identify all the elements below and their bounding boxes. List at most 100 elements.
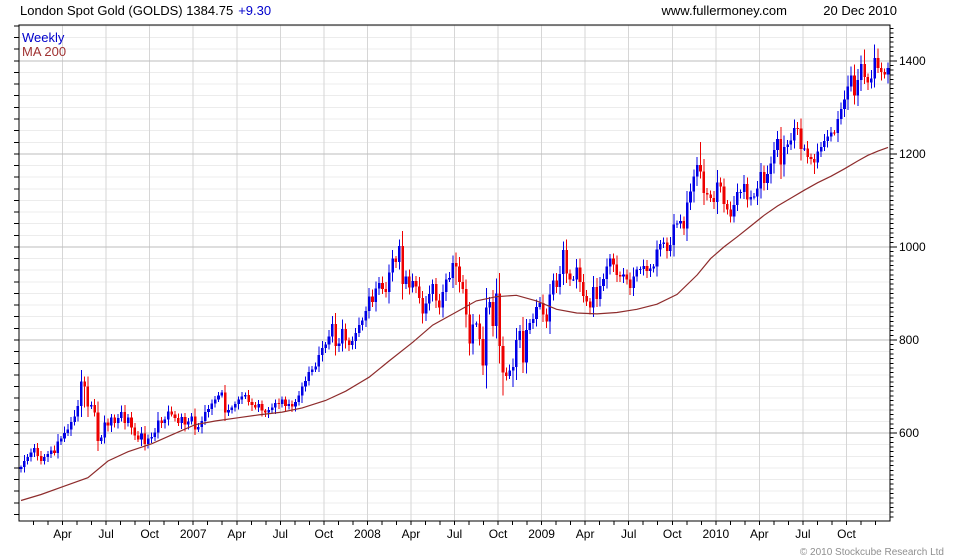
x-axis-label: Apr bbox=[227, 527, 246, 541]
candle-body-up bbox=[140, 433, 143, 440]
candle-body-up bbox=[518, 331, 522, 341]
candle-body-down bbox=[136, 435, 140, 440]
candle-body-up bbox=[759, 172, 763, 189]
candle-body-down bbox=[384, 288, 388, 293]
candle-body-up bbox=[46, 453, 50, 457]
candle-body-down bbox=[799, 128, 803, 149]
candle-body-up bbox=[166, 411, 170, 420]
candle-body-up bbox=[49, 450, 53, 454]
candle-body-up bbox=[354, 333, 358, 341]
candle-body-up bbox=[675, 223, 679, 225]
candle-body-up bbox=[689, 191, 692, 203]
candle-body-down bbox=[254, 405, 257, 408]
candle-body-up bbox=[756, 188, 759, 197]
candle-body-up bbox=[695, 165, 699, 177]
candle-body-up bbox=[592, 286, 595, 308]
candle-body-down bbox=[133, 427, 137, 436]
x-axis-label: Jul bbox=[273, 527, 288, 541]
candle-body-up bbox=[59, 438, 63, 442]
candle-body-up bbox=[23, 460, 26, 468]
candle-body-down bbox=[645, 266, 649, 272]
candle-body-up bbox=[485, 307, 488, 366]
candle-body-up bbox=[304, 380, 307, 387]
candle-body-up bbox=[213, 399, 217, 404]
candle-body-down bbox=[809, 157, 813, 160]
candle-body-down bbox=[260, 404, 264, 411]
x-axis-label: Oct bbox=[315, 527, 334, 541]
candle-body-down bbox=[464, 288, 468, 315]
candle-body-up bbox=[538, 303, 542, 307]
candle-body-up bbox=[652, 266, 655, 269]
candle-body-up bbox=[869, 78, 873, 83]
candle-body-up bbox=[856, 79, 860, 96]
candle-body-up bbox=[397, 246, 401, 262]
candle-body-down bbox=[699, 165, 702, 172]
candle-body-down bbox=[160, 420, 163, 423]
candle-body-down bbox=[264, 410, 267, 413]
candle-body-up bbox=[116, 418, 120, 423]
candle-body-up bbox=[361, 320, 364, 326]
candle-body-up bbox=[548, 294, 552, 322]
candle-body-down bbox=[96, 412, 100, 441]
candle-body-down bbox=[290, 404, 294, 407]
candle-body-down bbox=[565, 250, 568, 274]
candle-body-down bbox=[478, 323, 481, 340]
candle-body-up bbox=[274, 402, 277, 408]
candle-body-down bbox=[454, 262, 458, 267]
candle-body-up bbox=[441, 292, 445, 308]
candle-body-down bbox=[344, 328, 348, 341]
candle-body-up bbox=[19, 467, 23, 469]
candle-body-up bbox=[635, 269, 639, 277]
candle-body-down bbox=[880, 67, 883, 72]
candle-body-down bbox=[762, 172, 766, 184]
candle-body-up bbox=[535, 306, 538, 320]
vertical-gridlines bbox=[62, 25, 847, 521]
candle-body-down bbox=[83, 381, 86, 387]
candle-body-down bbox=[93, 405, 96, 413]
candle-body-up bbox=[63, 433, 66, 439]
x-axis-label: Oct bbox=[663, 527, 682, 541]
candle-body-up bbox=[233, 404, 237, 408]
candle-body-up bbox=[351, 340, 354, 346]
candle-body-up bbox=[843, 99, 846, 110]
candle-body-up bbox=[632, 276, 635, 288]
candle-body-down bbox=[458, 266, 461, 282]
candle-body-down bbox=[183, 416, 187, 425]
candle-body-up bbox=[317, 354, 321, 367]
candle-body-up bbox=[431, 284, 435, 294]
candle-body-up bbox=[150, 436, 153, 439]
candle-body-down bbox=[628, 279, 632, 288]
candle-body-down bbox=[705, 192, 709, 195]
candle-body-up bbox=[659, 244, 662, 250]
candle-body-up bbox=[126, 417, 130, 423]
candle-body-down bbox=[578, 267, 582, 282]
candle-body-down bbox=[334, 324, 337, 347]
candle-body-down bbox=[170, 411, 173, 415]
candle-body-up bbox=[638, 268, 642, 270]
candle-body-up bbox=[230, 407, 234, 410]
candle-body-up bbox=[488, 301, 491, 308]
candle-body-up bbox=[424, 303, 428, 314]
candle-body-up bbox=[715, 182, 719, 202]
candle-body-up bbox=[327, 336, 331, 345]
candle-body-up bbox=[357, 325, 361, 334]
candle-body-down bbox=[36, 447, 40, 456]
candle-body-down bbox=[719, 182, 722, 187]
candle-body-up bbox=[769, 163, 773, 174]
candle-body-down bbox=[545, 314, 548, 322]
y-axis-label: 800 bbox=[899, 333, 919, 347]
candle-body-down bbox=[813, 159, 816, 163]
candle-body-up bbox=[672, 224, 676, 246]
x-axis-label: 2009 bbox=[528, 527, 555, 541]
candle-body-up bbox=[749, 197, 753, 200]
candle-body-up bbox=[525, 330, 528, 363]
candle-body-up bbox=[655, 249, 659, 267]
candle-body-up bbox=[146, 438, 150, 444]
horizontal-major-gridlines bbox=[19, 60, 890, 434]
candle-body-up bbox=[243, 394, 247, 397]
candle-body-up bbox=[448, 278, 451, 280]
ma200-path bbox=[20, 146, 889, 502]
candle-body-up bbox=[662, 242, 666, 245]
